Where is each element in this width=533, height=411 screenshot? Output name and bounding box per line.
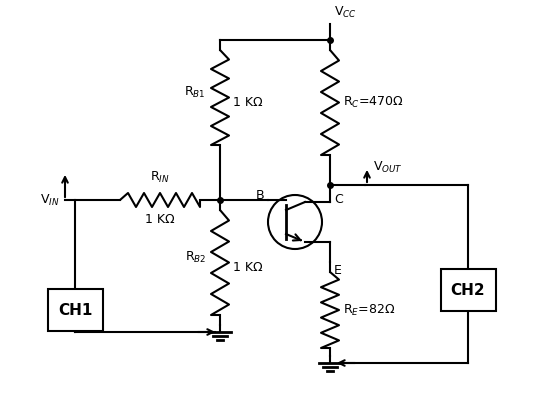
Text: 1 KΩ: 1 KΩ [145, 213, 175, 226]
Text: 1 KΩ: 1 KΩ [233, 96, 263, 109]
Text: B: B [255, 189, 264, 201]
Text: R$_{IN}$: R$_{IN}$ [150, 170, 170, 185]
Text: 1 KΩ: 1 KΩ [233, 261, 263, 274]
FancyBboxPatch shape [47, 289, 102, 331]
Text: R$_{B1}$: R$_{B1}$ [184, 85, 206, 100]
Text: V$_{CC}$: V$_{CC}$ [334, 5, 357, 20]
Text: CH2: CH2 [451, 282, 486, 298]
Text: R$_{E}$=82Ω: R$_{E}$=82Ω [343, 302, 395, 318]
Text: R$_{C}$=470Ω: R$_{C}$=470Ω [343, 95, 403, 110]
Text: C: C [334, 193, 343, 206]
Text: E: E [334, 264, 342, 277]
Text: CH1: CH1 [58, 302, 92, 318]
FancyBboxPatch shape [440, 269, 496, 311]
Text: V$_{IN}$: V$_{IN}$ [41, 192, 60, 208]
Text: V$_{OUT}$: V$_{OUT}$ [373, 159, 403, 175]
Text: R$_{B2}$: R$_{B2}$ [184, 250, 206, 265]
